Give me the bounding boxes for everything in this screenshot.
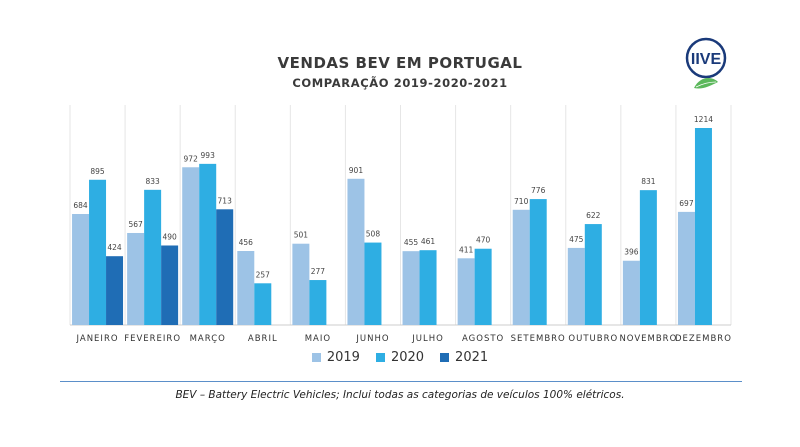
bar-2019 — [182, 167, 200, 325]
data-label-2020: 277 — [311, 267, 326, 276]
bar-2021 — [106, 256, 124, 325]
bar-2019 — [622, 260, 640, 325]
bar-2019 — [292, 243, 310, 325]
data-label-2020: 257 — [256, 270, 271, 279]
bar-2020 — [364, 242, 382, 325]
data-label-2020: 833 — [145, 177, 160, 186]
category-label: NOVEMBRO — [619, 334, 677, 344]
data-label-2020: 470 — [476, 236, 491, 245]
data-label-2019: 456 — [239, 238, 254, 247]
bar-2020 — [199, 163, 217, 325]
bar-2020 — [529, 199, 547, 325]
data-label-2019: 972 — [184, 154, 199, 163]
bar-2019 — [127, 232, 145, 325]
bar-2019 — [567, 247, 585, 325]
category-label: JUNHO — [355, 334, 389, 344]
bar-2019 — [677, 211, 695, 325]
data-label-2019: 475 — [569, 235, 584, 244]
category-label: JANEIRO — [76, 334, 119, 344]
category-label: FEVEREIRO — [124, 334, 181, 344]
data-label-2019: 901 — [349, 166, 364, 175]
bar-2020 — [144, 189, 162, 325]
data-label-2019: 684 — [73, 201, 88, 210]
legend-swatch-2020 — [375, 353, 385, 362]
category-label: ABRIL — [248, 334, 278, 344]
data-label-2019: 710 — [514, 197, 529, 206]
chart-legend: 2019 2020 2021 — [0, 350, 800, 365]
uve-logo: IIVE — [685, 37, 727, 89]
bar-2019 — [237, 251, 255, 325]
bar-2020 — [584, 224, 602, 325]
data-label-2020: 776 — [531, 186, 546, 195]
data-label-2021: 490 — [162, 232, 177, 241]
category-label: MARÇO — [190, 334, 226, 344]
data-label-2020: 831 — [641, 177, 656, 186]
bar-2019 — [512, 209, 530, 325]
bar-2020 — [254, 283, 272, 325]
legend-swatch-2019 — [311, 353, 321, 362]
data-label-2021: 713 — [218, 196, 233, 205]
legend-label-2020: 2020 — [390, 350, 425, 365]
legend-label-2019: 2019 — [326, 350, 360, 365]
bar-2020 — [419, 250, 437, 325]
bar-2019 — [347, 178, 365, 325]
data-label-2019: 697 — [679, 199, 694, 208]
category-label: OUTUBRO — [568, 334, 618, 344]
chart-subtitle: COMPARAÇÃO 2019-2020-2021 — [292, 76, 508, 90]
bar-2021 — [161, 245, 179, 325]
footer-divider — [60, 381, 742, 382]
bar-2019 — [457, 258, 475, 325]
data-label-2020: 461 — [421, 237, 436, 246]
data-label-2019: 411 — [459, 245, 474, 254]
legend-item-2021: 2021 — [440, 350, 488, 365]
category-label: SETEMBRO — [511, 334, 566, 344]
data-label-2019: 567 — [128, 220, 143, 229]
legend-label-2021: 2021 — [455, 350, 489, 365]
data-label-2020: 622 — [586, 211, 601, 220]
bar-2020 — [694, 128, 712, 325]
bar-2020 — [89, 179, 107, 325]
bar-2020 — [474, 248, 492, 325]
legend-swatch-2021 — [440, 353, 450, 362]
legend-item-2019: 2019 — [311, 350, 360, 365]
bar-2020 — [309, 280, 327, 325]
data-label-2019: 501 — [294, 231, 309, 240]
category-label: AGOSTO — [462, 334, 504, 344]
bar-2021 — [216, 209, 234, 325]
category-label: DEZEMBRO — [675, 334, 732, 344]
logo-text: IIVE — [691, 51, 722, 68]
legend-item-2020: 2020 — [375, 350, 425, 365]
category-label: JULHO — [411, 334, 444, 344]
data-label-2019: 455 — [404, 238, 419, 247]
footnote: BEV – Battery Electric Vehicles; Inclui … — [175, 389, 625, 401]
data-label-2020: 993 — [201, 151, 216, 160]
bar-2019 — [72, 214, 90, 325]
data-label-2020: 1214 — [694, 115, 713, 124]
data-label-2021: 424 — [107, 243, 122, 252]
chart-title: VENDAS BEV EM PORTUGAL — [277, 54, 523, 72]
bar-2020 — [639, 190, 657, 325]
data-label-2020: 895 — [90, 167, 105, 176]
data-label-2019: 396 — [624, 248, 639, 257]
category-label: MAIO — [305, 334, 331, 344]
data-label-2020: 508 — [366, 230, 381, 239]
bar-2019 — [402, 251, 420, 325]
